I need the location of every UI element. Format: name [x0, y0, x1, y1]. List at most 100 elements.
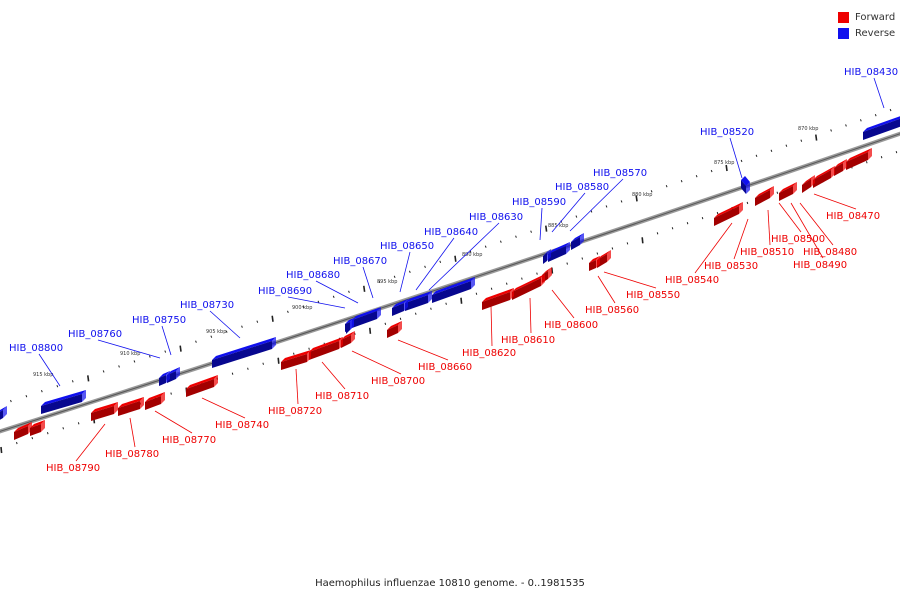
- gene-HIB_08690[interactable]: [346, 318, 354, 334]
- gene-label[interactable]: HIB_08760: [68, 329, 122, 340]
- tick: [118, 365, 120, 368]
- feature-top: [813, 166, 835, 180]
- gene-label[interactable]: HIB_08510: [740, 247, 794, 258]
- gene-label[interactable]: HIB_08480: [803, 247, 857, 258]
- gene-label[interactable]: HIB_08620: [462, 348, 516, 359]
- gene-label[interactable]: HIB_08490: [793, 260, 847, 271]
- gene-label[interactable]: HIB_08720: [268, 406, 322, 417]
- tick: [133, 360, 136, 363]
- gene-label[interactable]: HIB_08630: [469, 212, 523, 223]
- gene-label[interactable]: HIB_08570: [593, 168, 647, 179]
- gene-label[interactable]: HIB_08600: [544, 320, 598, 331]
- gene-HIB_08660[interactable]: [387, 321, 402, 338]
- gene-label[interactable]: HIB_08590: [512, 197, 566, 208]
- gene-HIB_08670[interactable]: [352, 307, 381, 328]
- gene-label[interactable]: HIB_08710: [315, 391, 369, 402]
- gene-HIB_08800[interactable]: [41, 390, 86, 414]
- gene-HIB_08560[interactable]: [589, 256, 600, 271]
- gene-label[interactable]: HIB_08550: [626, 290, 680, 301]
- tick: [536, 272, 538, 275]
- gene-HIB_08530[interactable]: [755, 186, 774, 206]
- gene-label[interactable]: HIB_08780: [105, 449, 159, 460]
- scale-label: 905 kbp: [206, 329, 226, 335]
- feature-side: [510, 288, 514, 300]
- connector-line: [362, 266, 374, 299]
- gene-HIB_08580[interactable]: [548, 242, 570, 262]
- gene-HIB_08510[interactable]: [779, 182, 797, 201]
- gene-HIB_08490[interactable]: [813, 166, 835, 188]
- feature-face: [813, 170, 831, 188]
- gene-label[interactable]: HIB_08770: [162, 435, 216, 446]
- gene-HIB_08740[interactable]: [186, 375, 218, 397]
- gene-label[interactable]: HIB_08700: [371, 376, 425, 387]
- scale-label: 875 kbp: [714, 160, 734, 166]
- gene-label[interactable]: HIB_08660: [418, 362, 472, 373]
- gene-HIB_08700[interactable]: [341, 331, 355, 348]
- tick: [785, 144, 788, 147]
- connector-line: [321, 361, 346, 390]
- gene-label[interactable]: HIB_08540: [665, 275, 719, 286]
- genome-caption: Haemophilus influenzae 10810 genome. - 0…: [315, 578, 585, 589]
- gene-HIB_08500[interactable]: [802, 175, 815, 193]
- feature-top: [405, 291, 432, 303]
- gene-HIB_08760[interactable]: [159, 371, 170, 386]
- gene-HIB_08590[interactable]: [543, 249, 551, 264]
- gene-label[interactable]: HIB_08500: [771, 234, 825, 245]
- gene-label[interactable]: HIB_08680: [286, 270, 340, 281]
- gene-HIB_08650[interactable]: [392, 299, 408, 316]
- gene-label[interactable]: HIB_08800: [9, 343, 63, 354]
- gene-HIB_08640[interactable]: [405, 291, 432, 311]
- gene-label[interactable]: HIB_08610: [501, 335, 555, 346]
- connector-line: [873, 77, 885, 109]
- gene-feature[interactable]: [30, 420, 45, 436]
- tick: [454, 255, 457, 262]
- feature-top: [387, 321, 402, 330]
- gene-HIB_08770[interactable]: [145, 392, 165, 410]
- connector-line: [551, 192, 586, 233]
- gene-HIB_08480[interactable]: [834, 159, 847, 176]
- gene-HIB_08620[interactable]: [482, 288, 514, 310]
- gene-label[interactable]: HIB_08790: [46, 463, 100, 474]
- feature-side: [350, 318, 354, 330]
- tick: [460, 297, 463, 304]
- tick: [87, 375, 90, 382]
- gene-HIB_08540[interactable]: [714, 202, 743, 226]
- gene-HIB_08790[interactable]: [91, 402, 118, 421]
- gene-HIB_08730[interactable]: [212, 337, 276, 368]
- gene-label[interactable]: HIB_08560: [585, 305, 639, 316]
- gene-label[interactable]: HIB_08470: [826, 211, 880, 222]
- feature-side: [41, 420, 45, 432]
- feature-side: [161, 392, 165, 404]
- tick: [815, 134, 818, 141]
- gene-label[interactable]: HIB_08690: [258, 286, 312, 297]
- tick: [271, 315, 274, 322]
- gene-HIB_08570[interactable]: [571, 233, 584, 250]
- gene-HIB_08780[interactable]: [118, 397, 144, 416]
- gene-HIB_08610[interactable]: [512, 274, 545, 300]
- gene-HIB_08720[interactable]: [281, 350, 311, 370]
- feature-face: [863, 118, 900, 140]
- feature-side: [3, 406, 7, 418]
- gene-HIB_08630[interactable]: [432, 277, 475, 303]
- feature-side: [739, 202, 743, 214]
- gene-label[interactable]: HIB_08640: [424, 227, 478, 238]
- gene-feature[interactable]: [0, 406, 7, 422]
- feature-face: [846, 152, 868, 170]
- gene-label[interactable]: HIB_08530: [704, 261, 758, 272]
- gene-label[interactable]: HIB_08730: [180, 300, 234, 311]
- gene-label[interactable]: HIB_08520: [700, 127, 754, 138]
- gene-HIB_08520[interactable]: [741, 176, 750, 194]
- feature-side: [377, 307, 381, 319]
- gene-HIB_08430[interactable]: [863, 113, 900, 140]
- gene-label[interactable]: HIB_08580: [555, 182, 609, 193]
- tick: [25, 394, 28, 398]
- gene-label[interactable]: HIB_08670: [333, 256, 387, 267]
- feature-side: [272, 337, 276, 349]
- gene-label[interactable]: HIB_08750: [132, 315, 186, 326]
- gene-label[interactable]: HIB_08650: [380, 241, 434, 252]
- feature-face: [212, 341, 272, 368]
- gene-HIB_08710[interactable]: [309, 337, 343, 360]
- gene-label[interactable]: HIB_08740: [215, 420, 269, 431]
- gene-HIB_08470[interactable]: [846, 148, 872, 170]
- gene-label[interactable]: HIB_08430: [844, 67, 898, 78]
